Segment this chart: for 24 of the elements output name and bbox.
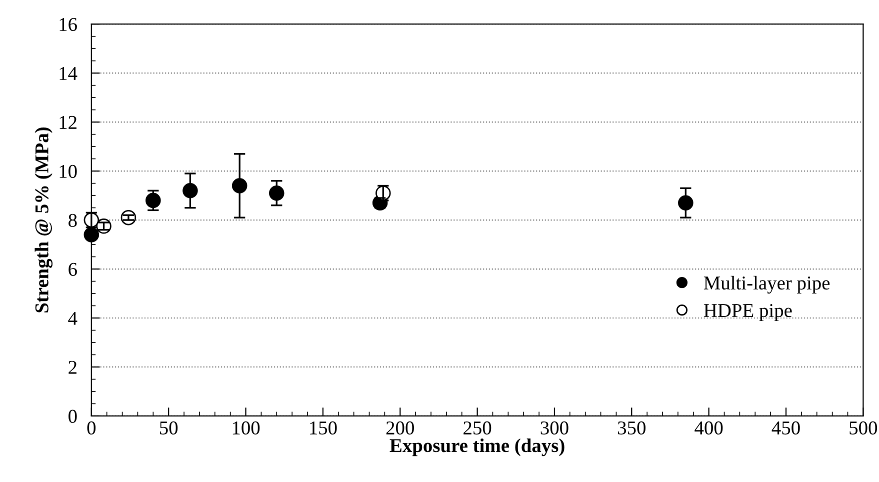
x-tick-label: 200	[386, 421, 414, 435]
x-tick-label: 350	[618, 421, 646, 435]
y-tick-label: 2	[68, 360, 76, 374]
x-tick-label: 400	[694, 421, 723, 435]
y-tick-label: 16	[60, 18, 77, 32]
x-axis-title: Exposure time (days)	[390, 438, 564, 456]
y-tick-label: 0	[68, 410, 77, 423]
x-tick-label: 150	[310, 421, 337, 435]
y-tick-label: 4	[68, 312, 78, 325]
y-tick-label: 6	[68, 262, 77, 276]
y-tick-label: 10	[60, 164, 77, 178]
x-tick-label: 100	[232, 421, 260, 435]
y-tick-label: 12	[60, 116, 76, 129]
x-tick-label: 0	[87, 421, 96, 435]
legend-label: Multi-layer pipe	[704, 276, 830, 294]
legend-label: HDPE pipe	[704, 304, 792, 322]
x-tick-label: 250	[464, 421, 492, 435]
y-axis-title: Strength @ 5% (MPa)	[34, 128, 53, 312]
x-tick-label: 50	[160, 421, 178, 435]
y-tick-label: 8	[68, 214, 77, 227]
x-tick-label: 300	[540, 421, 568, 435]
x-tick-label: 450	[772, 421, 800, 435]
y-tick-label: 14	[60, 66, 78, 80]
x-tick-label: 500	[850, 421, 878, 435]
